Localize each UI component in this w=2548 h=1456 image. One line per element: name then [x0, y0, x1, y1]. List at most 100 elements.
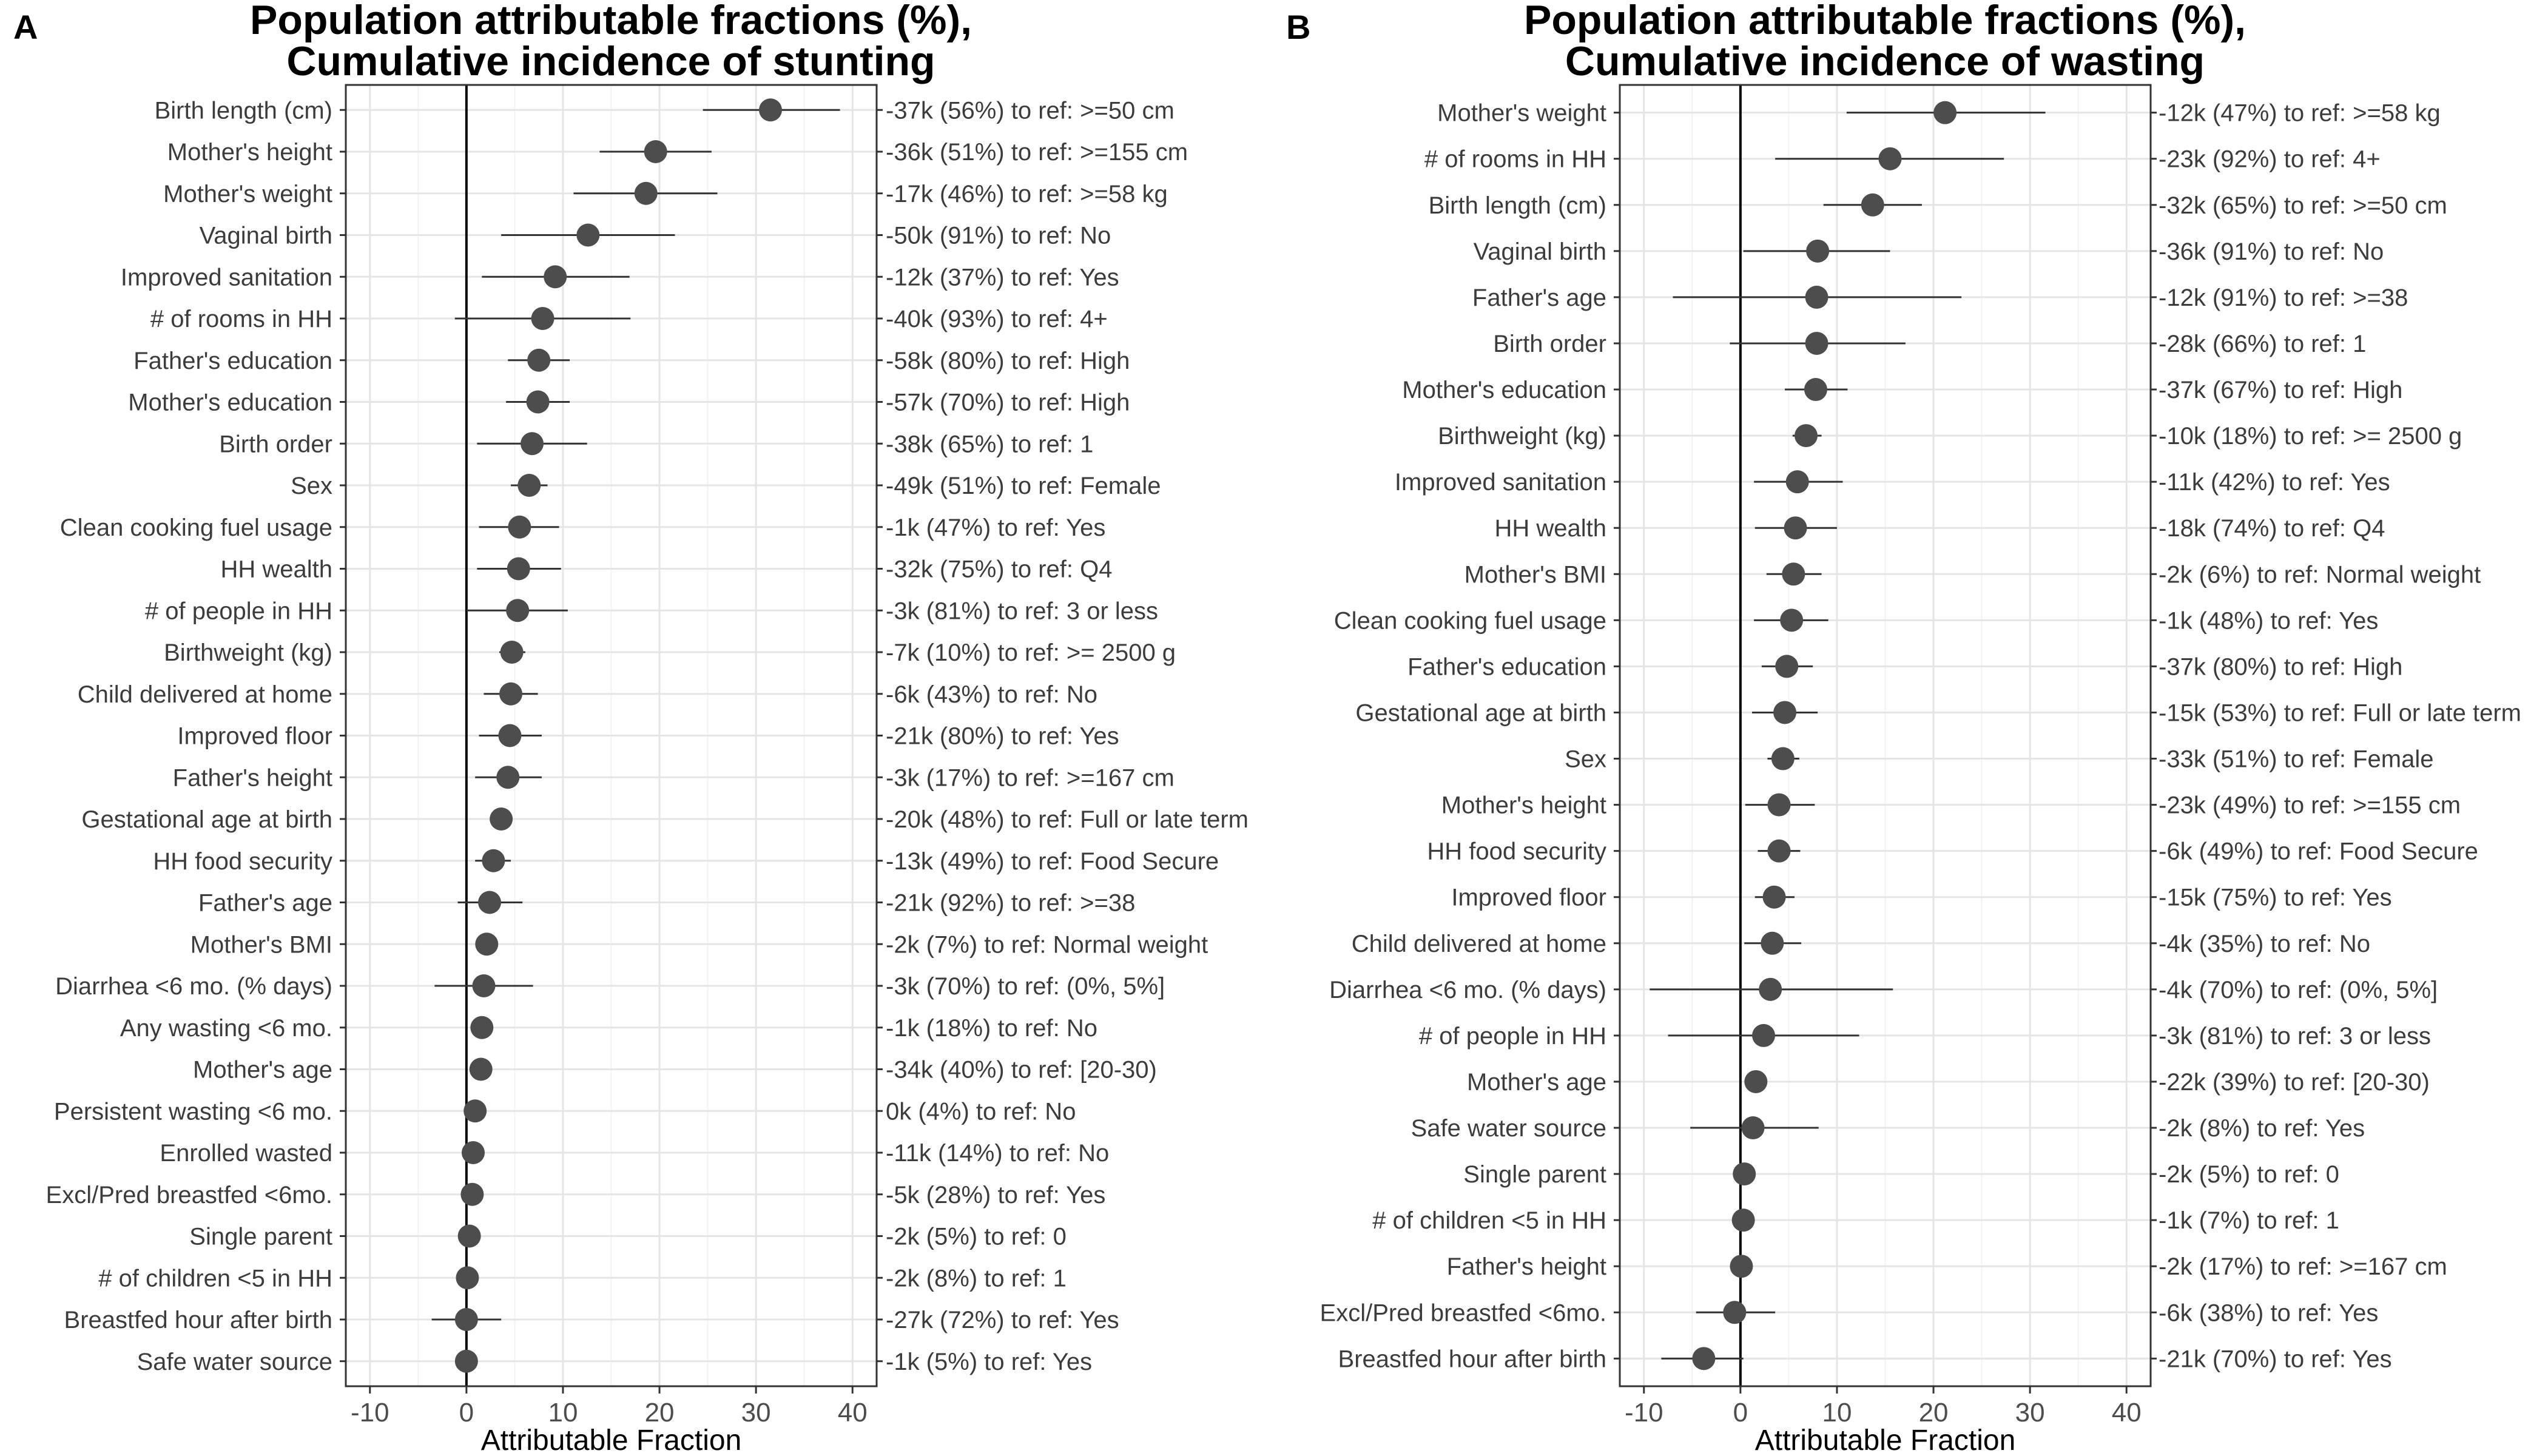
estimate-point: [1767, 839, 1791, 863]
category-label: Birth order: [219, 431, 332, 457]
estimate-point: [1744, 1070, 1768, 1093]
chart-subtitle: Cumulative incidence of stunting: [286, 38, 935, 84]
category-label: Improved floor: [177, 723, 332, 750]
annotation-label: -7k (10%) to ref: >= 2500 g: [886, 639, 1176, 666]
category-label: Mother's weight: [163, 181, 332, 207]
category-label: # of rooms in HH: [1424, 146, 1606, 173]
category-label: Mother's education: [1402, 377, 1606, 403]
estimate-point: [1767, 793, 1791, 817]
estimate-point: [526, 390, 550, 414]
annotation-label: -21k (92%) to ref: >=38: [886, 890, 1135, 917]
estimate-point: [498, 724, 522, 747]
estimate-point: [508, 515, 531, 539]
annotation-label: -36k (91%) to ref: No: [2159, 238, 2384, 265]
annotation-label: -1k (47%) to ref: Yes: [886, 514, 1105, 541]
estimate-point: [456, 1266, 479, 1290]
estimate-point: [1805, 331, 1828, 355]
annotation-label: -37k (56%) to ref: >=50 cm: [886, 97, 1175, 124]
category-label: Father's education: [133, 348, 332, 374]
estimate-point: [1773, 701, 1797, 724]
estimate-point: [1804, 378, 1827, 402]
annotation-label: -2k (7%) to ref: Normal weight: [886, 931, 1208, 958]
category-label: Breastfed hour after birth: [64, 1307, 332, 1333]
estimate-point: [454, 1308, 478, 1331]
panel-letter: B: [1286, 8, 1310, 46]
category-label: Father's age: [198, 890, 332, 917]
estimate-point: [496, 766, 520, 789]
category-label: Father's education: [1407, 653, 1606, 680]
annotation-label: -38k (65%) to ref: 1: [886, 431, 1093, 457]
x-tick-label: -10: [351, 1398, 389, 1427]
category-label: Birth length (cm): [155, 97, 332, 124]
estimate-point: [531, 307, 554, 330]
category-label: Safe water source: [137, 1349, 332, 1375]
estimate-point: [1731, 1208, 1755, 1232]
estimate-point: [759, 98, 782, 122]
annotation-label: -37k (67%) to ref: High: [2159, 377, 2402, 403]
chart-title: Population attributable fractions (%),: [1524, 0, 2246, 43]
category-label: Child delivered at home: [78, 681, 332, 708]
category-label: Child delivered at home: [1352, 931, 1606, 957]
estimate-point: [463, 1099, 487, 1123]
estimate-point: [1933, 101, 1957, 124]
estimate-point: [462, 1141, 485, 1164]
category-label: Vaginal birth: [200, 223, 332, 249]
category-label: Birth order: [1493, 331, 1606, 357]
category-label: Clean cooking fuel usage: [60, 514, 332, 541]
category-label: Mother's age: [193, 1057, 332, 1084]
estimate-point: [478, 891, 502, 914]
annotation-label: -27k (72%) to ref: Yes: [886, 1307, 1119, 1333]
annotation-label: -18k (74%) to ref: Q4: [2159, 515, 2385, 542]
panel-a: A Population attributable fractions (%),C…: [13, 0, 1249, 1456]
estimate-point: [1785, 470, 1809, 494]
annotation-label: -50k (91%) to ref: No: [886, 223, 1111, 249]
category-label: HH wealth: [220, 556, 332, 583]
category-label: Diarrhea <6 mo. (% days): [55, 973, 332, 1000]
x-tick-label: 10: [1822, 1398, 1852, 1427]
annotation-label: -20k (48%) to ref: Full or late term: [886, 806, 1249, 833]
annotation-label: -11k (42%) to ref: Yes: [2159, 469, 2390, 496]
category-label: # of people in HH: [145, 598, 332, 624]
annotation-label: -57k (70%) to ref: High: [886, 389, 1130, 416]
estimate-point: [1752, 1023, 1776, 1047]
estimate-point: [482, 849, 505, 872]
category-label: HH food security: [153, 848, 332, 875]
category-label: Gestational age at birth: [1355, 699, 1606, 726]
x-axis-label: Attributable Fraction: [481, 1424, 742, 1456]
category-label: Single parent: [1463, 1161, 1606, 1188]
category-label: Safe water source: [1411, 1115, 1606, 1142]
estimate-point: [1759, 977, 1782, 1001]
estimate-point: [1761, 931, 1784, 955]
estimate-point: [470, 1016, 494, 1039]
category-label: Persistent wasting <6 mo.: [54, 1098, 332, 1125]
category-label: Improved sanitation: [121, 264, 332, 291]
x-axis-label: Attributable Fraction: [1755, 1424, 2016, 1456]
category-label: Father's age: [1472, 285, 1606, 311]
annotation-label: -13k (49%) to ref: Food Secure: [886, 848, 1219, 875]
category-label: Enrolled wasted: [160, 1140, 332, 1167]
chart-subtitle: Cumulative incidence of wasting: [1565, 38, 2205, 84]
x-tick-label: 20: [645, 1398, 675, 1427]
annotation-label: -15k (75%) to ref: Yes: [2159, 885, 2392, 911]
estimate-point: [1730, 1255, 1753, 1278]
estimate-point: [460, 1182, 484, 1206]
estimate-point: [506, 599, 530, 622]
annotation-label: -21k (70%) to ref: Yes: [2159, 1346, 2392, 1372]
estimate-point: [1782, 562, 1805, 586]
estimate-point: [499, 682, 523, 706]
category-label: Diarrhea <6 mo. (% days): [1329, 977, 1606, 1003]
estimate-point: [472, 974, 496, 997]
annotation-label: -3k (70%) to ref: (0%, 5%]: [886, 973, 1165, 1000]
category-label: HH wealth: [1494, 515, 1606, 542]
annotation-label: -4k (35%) to ref: No: [2159, 931, 2370, 957]
estimate-point: [1692, 1347, 1716, 1370]
category-label: Mother's BMI: [1464, 561, 1606, 588]
category-label: Father's height: [1447, 1253, 1606, 1280]
estimate-point: [527, 348, 551, 372]
annotation-label: -33k (51%) to ref: Female: [2159, 746, 2434, 773]
category-label: # of children <5 in HH: [98, 1265, 332, 1292]
category-label: # of rooms in HH: [150, 306, 332, 332]
estimate-point: [1775, 655, 1799, 678]
category-label: Birthweight (kg): [1438, 423, 1606, 450]
annotation-label: -49k (51%) to ref: Female: [886, 473, 1161, 499]
